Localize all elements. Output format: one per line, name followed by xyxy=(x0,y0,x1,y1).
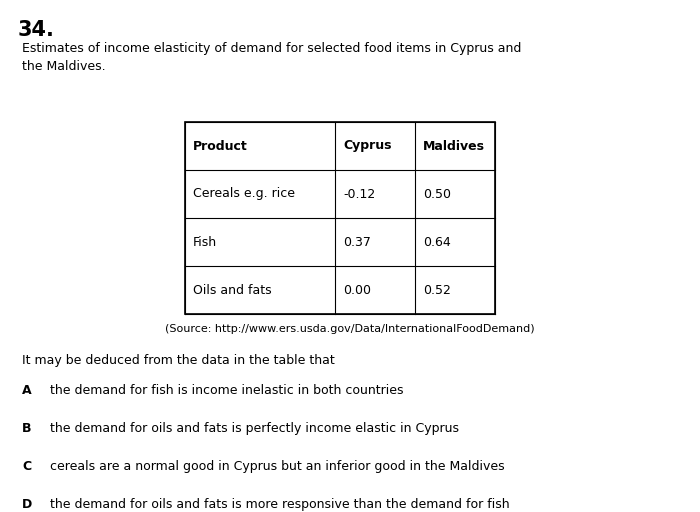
Text: 0.64: 0.64 xyxy=(423,236,451,248)
Text: Oils and fats: Oils and fats xyxy=(193,284,272,296)
Bar xyxy=(185,122,495,314)
Text: Estimates of income elasticity of demand for selected food items in Cyprus and
t: Estimates of income elasticity of demand… xyxy=(22,42,522,73)
Text: 0.50: 0.50 xyxy=(423,187,451,201)
Text: 0.52: 0.52 xyxy=(423,284,451,296)
Text: -0.12: -0.12 xyxy=(343,187,375,201)
Text: It may be deduced from the data in the table that: It may be deduced from the data in the t… xyxy=(22,354,335,367)
Text: Maldives: Maldives xyxy=(423,139,485,153)
Text: 34.: 34. xyxy=(18,20,55,40)
Text: Product: Product xyxy=(193,139,248,153)
Text: cereals are a normal good in Cyprus but an inferior good in the Maldives: cereals are a normal good in Cyprus but … xyxy=(50,460,505,473)
Text: 0.00: 0.00 xyxy=(343,284,371,296)
Text: Cereals e.g. rice: Cereals e.g. rice xyxy=(193,187,295,201)
Text: the demand for oils and fats is more responsive than the demand for fish
to a ch: the demand for oils and fats is more res… xyxy=(50,498,510,512)
Text: the demand for oils and fats is perfectly income elastic in Cyprus: the demand for oils and fats is perfectl… xyxy=(50,422,459,435)
Text: 0.37: 0.37 xyxy=(343,236,371,248)
Text: Fish: Fish xyxy=(193,236,217,248)
Text: C: C xyxy=(22,460,31,473)
Text: D: D xyxy=(22,498,32,511)
Text: (Source: http://www.ers.usda.gov/Data/InternationalFoodDemand): (Source: http://www.ers.usda.gov/Data/In… xyxy=(165,324,535,334)
Text: Cyprus: Cyprus xyxy=(343,139,391,153)
Text: the demand for fish is income inelastic in both countries: the demand for fish is income inelastic … xyxy=(50,384,403,397)
Text: A: A xyxy=(22,384,32,397)
Text: B: B xyxy=(22,422,32,435)
